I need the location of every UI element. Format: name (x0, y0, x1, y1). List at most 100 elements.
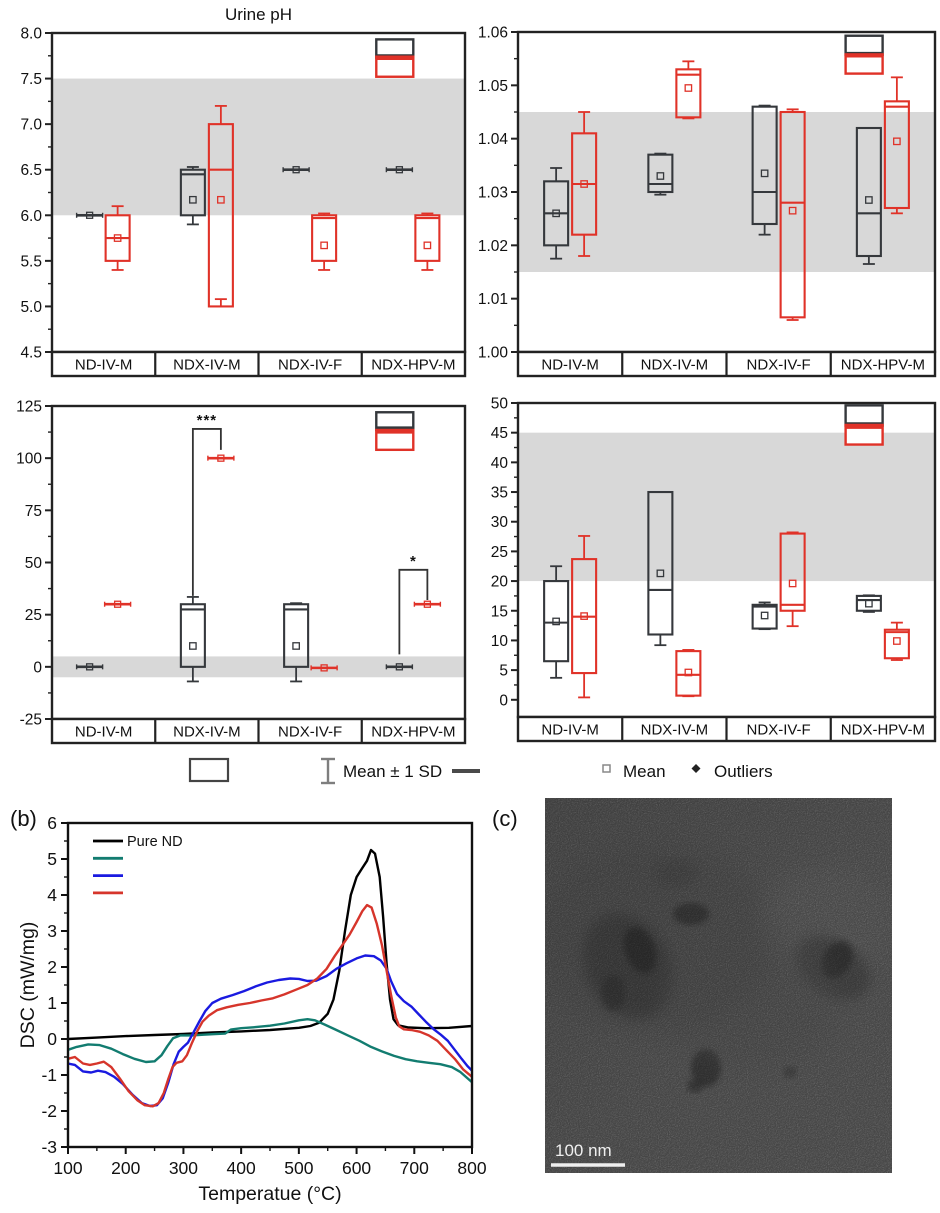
mean-marker-symbol (602, 764, 611, 773)
svg-text:4.5: 4.5 (20, 345, 42, 362)
dsc-ylabel: DSC (mW/mg) (17, 922, 39, 1049)
boxplot-legend-row: Mean ± 1 SD Mean Outliers (0, 750, 940, 801)
svg-text:50: 50 (25, 555, 43, 572)
reference-band (518, 112, 935, 272)
svg-text:0: 0 (33, 659, 42, 676)
tem-panel: 100 nm (535, 798, 900, 1178)
svg-text:NDX-IV-M: NDX-IV-M (173, 357, 241, 374)
significance-bracket: * (398, 553, 429, 655)
box-black-NDX-IV-M (647, 490, 674, 647)
box-red-ND-IV-M (104, 205, 131, 271)
box-red-NDX-IV-M (207, 105, 234, 308)
box-red-NDX-HPV-M (413, 600, 442, 608)
tem-micrograph: 100 nm (535, 798, 900, 1173)
svg-text:5.0: 5.0 (20, 299, 42, 316)
scale-bar-label: 100 nm (555, 1141, 612, 1160)
tem-scale-bar: 100 nm (551, 1141, 625, 1167)
svg-text:75: 75 (25, 503, 42, 520)
svg-text:Pure ND: Pure ND (127, 834, 183, 850)
boxplot-panel-4: 0 5 10 15 20 25 30 35 40 45 50 ND-IV-M NDX-IV-M NDX-I… (470, 378, 940, 755)
dsc-axes: 100 200 300 400 500 600 700 800 -3 -2 -1 0 1 2 3 4 5 6 (41, 813, 486, 1178)
svg-text:45: 45 (491, 425, 508, 442)
dsc-curve-0 (68, 848, 472, 1041)
svg-text:5.5: 5.5 (20, 253, 42, 270)
dsc-curve-1 (68, 1017, 472, 1084)
svg-text:-3: -3 (41, 1137, 57, 1157)
box-black-ND-IV-M (75, 663, 104, 671)
box-black-NDX-IV-M (179, 166, 206, 226)
svg-text:50: 50 (491, 396, 509, 413)
box-symbol (188, 757, 230, 783)
box-red-NDX-IV-F (311, 212, 338, 271)
svg-text:NDX-IV-F: NDX-IV-F (278, 724, 342, 741)
svg-text:300: 300 (169, 1158, 198, 1178)
svg-text:0: 0 (499, 692, 508, 709)
outlier-diamond-symbol (691, 764, 701, 773)
svg-text:-1: -1 (41, 1065, 57, 1085)
box-black-ND-IV-M (75, 211, 104, 219)
box-black-ND-IV-M (543, 167, 570, 260)
box-black-NDX-HPV-M (385, 166, 414, 174)
box-black-NDX-IV-F (283, 602, 310, 683)
legend-mean-sd-label: Mean ± 1 SD (343, 762, 442, 781)
svg-text:ND-IV-M: ND-IV-M (541, 357, 599, 374)
dsc-frame (66, 821, 474, 1149)
chart-title: Urine pH (225, 5, 292, 24)
svg-text:25: 25 (491, 544, 508, 561)
svg-text:7.0: 7.0 (20, 117, 42, 134)
category-axis: ND-IV-M NDX-IV-M NDX-IV-F NDX-HPV-M (516, 715, 937, 743)
svg-text:500: 500 (284, 1158, 313, 1178)
legend-inset-box (844, 53, 884, 75)
svg-text:30: 30 (491, 514, 509, 531)
svg-text:NDX-IV-F: NDX-IV-F (747, 357, 811, 374)
box-red-NDX-IV-M (675, 649, 702, 698)
legend-mean-label: Mean (623, 762, 666, 781)
svg-text:1.05: 1.05 (478, 78, 508, 95)
svg-text:NDX-IV-F: NDX-IV-F (278, 357, 342, 374)
legend-inset-box (375, 55, 415, 78)
urine-ph-chart: 4.55.05.56.06.57.07.58.0ND-IV-M NDX-IV-M N… (20, 5, 467, 378)
svg-text:1: 1 (47, 993, 57, 1013)
box-black-NDX-IV-F (751, 104, 778, 236)
svg-text:ND-IV-M: ND-IV-M (75, 357, 133, 374)
dsc-xlabel: Temperatue (°C) (198, 1183, 341, 1205)
box-black-NDX-HPV-M (385, 663, 414, 671)
svg-text:1.02: 1.02 (478, 238, 508, 255)
svg-text:100: 100 (53, 1158, 82, 1178)
reference-band (518, 432, 935, 582)
svg-text:2: 2 (47, 957, 57, 977)
svg-text:6: 6 (47, 813, 57, 833)
box-red-NDX-IV-F (310, 664, 338, 672)
box-black-NDX-IV-M (647, 152, 674, 196)
box-black-NDX-IV-F (282, 166, 310, 174)
svg-text:200: 200 (111, 1158, 140, 1178)
box-black-NDX-IV-M (179, 596, 206, 683)
svg-text:1.01: 1.01 (478, 291, 508, 308)
svg-text:6.5: 6.5 (20, 162, 42, 179)
svg-text:600: 600 (342, 1158, 371, 1178)
box-red-NDX-HPV-M (883, 621, 910, 661)
svg-text:-2: -2 (41, 1101, 57, 1121)
svg-text:35: 35 (491, 485, 508, 502)
box-red-ND-IV-M (103, 600, 132, 608)
svg-text:25: 25 (25, 607, 42, 624)
svg-text:800: 800 (457, 1158, 486, 1178)
panel-c-label: (c) (492, 806, 518, 831)
category-axis: ND-IV-M NDX-IV-M NDX-IV-F NDX-HPV-M (50, 717, 467, 745)
category-axis: ND-IV-M NDX-IV-M NDX-IV-F NDX-HPV-M (50, 350, 467, 378)
whisker-symbol (321, 757, 335, 785)
svg-text:6.0: 6.0 (20, 208, 42, 225)
box-black-NDX-HPV-M (855, 126, 882, 265)
legend-inset-box (844, 423, 884, 446)
svg-text:20: 20 (491, 574, 509, 591)
box-black-ND-IV-M (543, 565, 570, 679)
svg-text:8.0: 8.0 (20, 26, 42, 43)
legend-inset-box (375, 428, 415, 452)
svg-text:5: 5 (499, 663, 508, 680)
box-red-NDX-HPV-M (883, 76, 910, 215)
svg-text:NDX-HPV-M: NDX-HPV-M (371, 724, 455, 741)
svg-text:NDX-HPV-M: NDX-HPV-M (841, 722, 925, 739)
dsc-curves (68, 848, 472, 1108)
svg-text:NDX-IV-M: NDX-IV-M (641, 722, 709, 739)
